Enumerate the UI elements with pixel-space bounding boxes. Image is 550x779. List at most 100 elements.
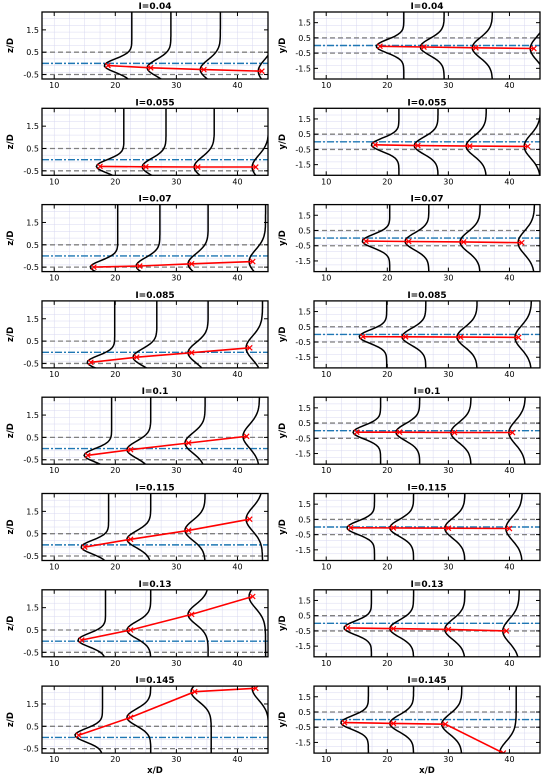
velocity-profile: [444, 493, 466, 561]
y-tick-label: -0.5: [23, 648, 39, 657]
velocity-profile: [77, 589, 107, 657]
y-tick-label: -0.5: [23, 745, 39, 754]
x-tick-label: 30: [171, 81, 181, 90]
left-panel-3: I=0.085 10 20 30 40 -0.5 0.5 1.5 z/D: [6, 291, 269, 379]
velocity-profile: [80, 493, 110, 561]
y-tick-label: 1.5: [26, 507, 39, 516]
x-tick-label: 30: [443, 755, 453, 764]
x-tick-label: 20: [110, 370, 120, 379]
y-axis-label: z/D: [6, 712, 16, 727]
velocity-profile: [514, 300, 533, 368]
x-tick-label: 10: [49, 659, 59, 668]
x-tick-label: 40: [504, 755, 514, 764]
y-tick-label: 1.5: [26, 604, 39, 613]
centerline-point: [341, 719, 348, 726]
centerline-point: [127, 627, 134, 633]
y-tick-label: -0.5: [295, 145, 311, 154]
x-tick-label: 30: [171, 466, 181, 475]
y-tick-label: 0.5: [298, 34, 311, 43]
velocity-profile: [187, 589, 209, 657]
centerline-trajectory: [350, 526, 510, 530]
y-tick-label: 1.5: [26, 122, 39, 131]
y-tick-label: 1.5: [26, 26, 39, 35]
y-tick-label: 1.5: [26, 700, 39, 709]
centerline-point: [524, 143, 531, 150]
velocity-profile: [529, 31, 540, 66]
centerline-point: [503, 627, 510, 634]
centerline-point: [390, 625, 397, 632]
y-tick-label: -0.5: [295, 723, 311, 732]
y-tick-label: 0.5: [26, 433, 39, 442]
velocity-profile: [508, 397, 526, 465]
velocity-profile: [456, 300, 478, 368]
centerline-trajectory: [344, 721, 504, 754]
y-axis-label: z/D: [6, 519, 16, 534]
panel-title: I=0.07: [138, 195, 171, 205]
centerline-point: [133, 354, 140, 361]
centerline-point: [188, 611, 195, 618]
x-tick-label: 40: [232, 466, 242, 475]
grid: [314, 493, 541, 561]
centerline-point: [390, 524, 397, 531]
y-axis-label: y/D: [278, 615, 288, 631]
x-tick-label: 10: [49, 563, 59, 572]
velocity-profile: [103, 12, 133, 79]
axes-frame: [313, 396, 541, 465]
grid: [42, 300, 269, 368]
centerline-point: [78, 637, 85, 643]
centerline-point: [136, 263, 143, 269]
profiles: [89, 204, 267, 272]
centerline-point: [188, 260, 195, 267]
panel-title: I=0.1: [142, 387, 169, 397]
y-tick-label: 0.5: [298, 226, 311, 235]
y-tick-label: -0.5: [295, 338, 311, 347]
x-tick-label: 30: [171, 177, 181, 186]
x-tick-label: 20: [382, 81, 392, 90]
velocity-profile: [242, 397, 261, 465]
velocity-profile: [146, 12, 172, 79]
y-axis-label: y/D: [278, 134, 288, 150]
axes-frame: [313, 203, 541, 273]
x-tick-label: 30: [171, 659, 181, 668]
velocity-profile: [83, 397, 113, 465]
x-tick-label: 30: [443, 370, 453, 379]
axes-frame: [41, 11, 269, 80]
y-axis-label: z/D: [6, 616, 16, 631]
x-tick-label: 30: [171, 274, 181, 283]
y-tick-label: 0.5: [26, 722, 39, 731]
axes-frame: [41, 396, 269, 465]
centerline-trajectory: [362, 335, 519, 339]
centerline-point: [243, 433, 250, 440]
centerline-point: [460, 238, 467, 245]
centerline-point: [258, 68, 265, 75]
x-tick-label: 30: [171, 563, 181, 572]
centerline-point: [359, 333, 366, 340]
x-tick-label: 40: [232, 755, 242, 764]
x-tick-label: 10: [49, 274, 59, 283]
x-tick-label: 10: [49, 755, 59, 764]
y-axis-label: y/D: [278, 519, 288, 535]
centerline-point: [200, 66, 207, 73]
y-tick-label: -1.5: [295, 546, 311, 555]
x-tick-label: 40: [232, 81, 242, 90]
velocity-profile: [132, 300, 158, 368]
centerline-point: [472, 44, 479, 51]
centerline-point: [84, 452, 91, 459]
y-tick-label: 1.5: [298, 404, 311, 413]
x-tick-label: 40: [504, 177, 514, 186]
grid: [42, 108, 269, 176]
grid: [314, 12, 541, 79]
centerline-point: [127, 714, 134, 721]
y-tick-label: 0.5: [298, 708, 311, 717]
x-tick-label: 20: [110, 563, 120, 572]
centerline-point: [515, 334, 522, 341]
y-tick-label: 1.5: [298, 115, 311, 124]
centerline-trajectory: [93, 260, 253, 268]
centerline-point: [506, 525, 513, 532]
centerline-trajectory: [78, 687, 256, 736]
y-axis-label: z/D: [6, 134, 16, 149]
y-tick-label: -0.5: [295, 434, 311, 443]
centerline-point: [97, 163, 103, 170]
right-panel-2: I=0.07 10 20 30 40 -1.5 -0.5 0.5 1.5 y/D: [278, 195, 541, 283]
x-tick-label: 30: [171, 370, 181, 379]
